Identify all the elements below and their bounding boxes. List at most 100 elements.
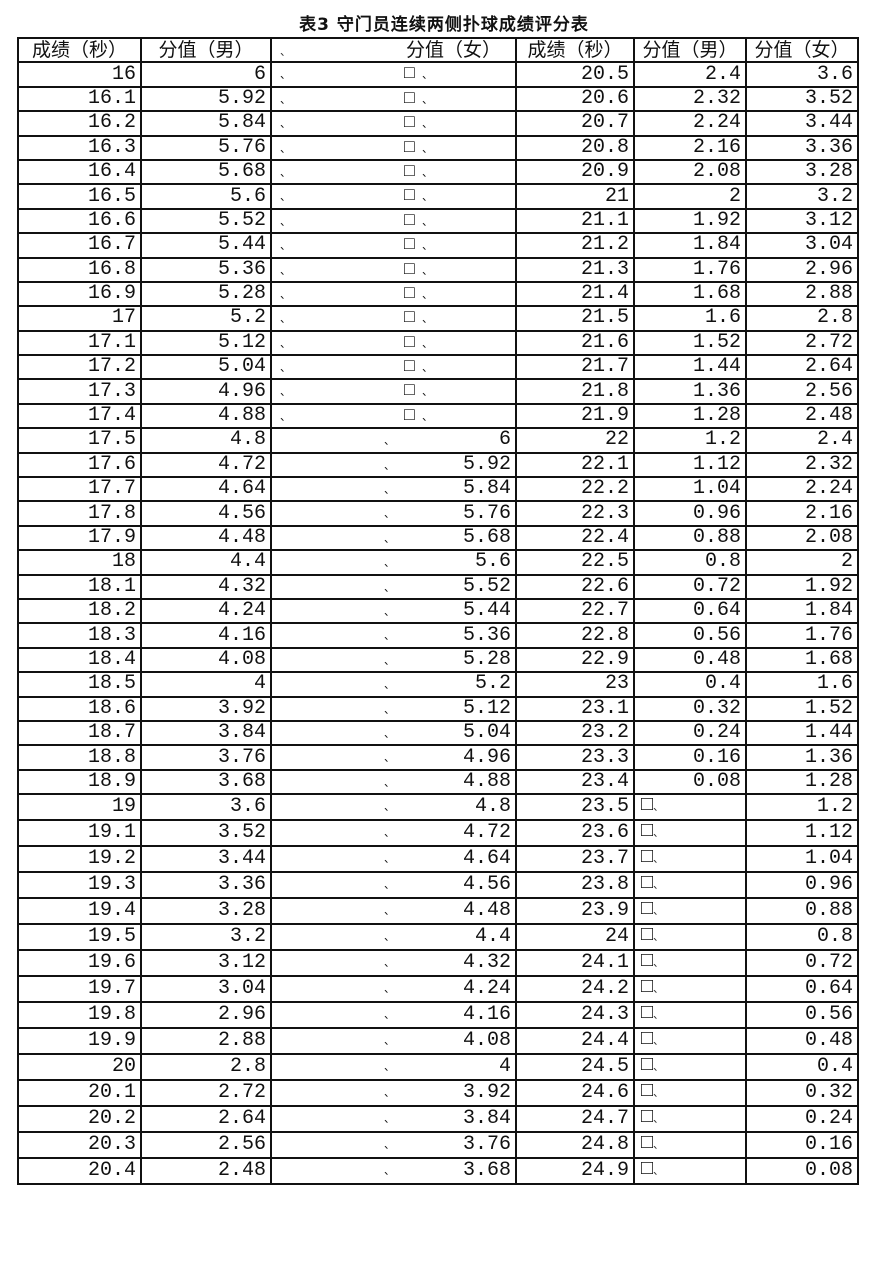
cell-time: 19.8 bbox=[17, 1001, 142, 1030]
cell-male-score: 4.96 bbox=[140, 378, 272, 405]
cell-value: 17.1 bbox=[87, 330, 136, 354]
cell-value: 20.4 bbox=[87, 1159, 136, 1183]
cell-male-score: 2.64 bbox=[140, 1105, 272, 1134]
cell-female-score: 、 5.52 bbox=[270, 573, 517, 601]
cell-time: 16.5 bbox=[17, 183, 142, 210]
cell-female-score-2: 2.72 bbox=[745, 329, 859, 357]
cell-value: 17.3 bbox=[87, 379, 136, 403]
cell-value: 5.2 bbox=[474, 672, 511, 696]
cell-value: 22.5 bbox=[580, 550, 629, 574]
cell-male-score-2: □、 bbox=[633, 1079, 747, 1108]
cell-value: 2.08 bbox=[692, 160, 741, 184]
cell-male-score-2: □、 bbox=[633, 897, 747, 926]
cell-female-score: 、 □、 bbox=[270, 280, 517, 308]
cell-time: 17.7 bbox=[17, 476, 142, 503]
cell-time-2: 23.8 bbox=[515, 871, 635, 900]
cell-value: 2.16 bbox=[692, 135, 741, 159]
cell-male-score-2: 0.16 bbox=[633, 744, 747, 771]
cell-value: 4.08 bbox=[462, 1029, 511, 1053]
cell-value: 2.8 bbox=[229, 1055, 266, 1079]
cell-male-score-2: 2.08 bbox=[633, 158, 747, 186]
table-row: 20.2 2.64、 3.84 24.7 □、 0.24 bbox=[17, 1105, 859, 1134]
cell-time-2: 23.9 bbox=[515, 897, 635, 926]
cell-value: 1.52 bbox=[804, 696, 853, 720]
cell-time-2: 23.4 bbox=[515, 768, 635, 796]
cell-value: 2.48 bbox=[804, 404, 853, 428]
cell-value: 18.1 bbox=[87, 574, 136, 598]
table-row: 18.1 4.32、 5.52 22.6 0.72 1.92 bbox=[17, 573, 859, 601]
cell-time-2: 21.9 bbox=[515, 402, 635, 430]
cell-female-score: 、 3.92 bbox=[270, 1079, 517, 1108]
cell-value: 4.88 bbox=[462, 769, 511, 793]
cell-value: 16.9 bbox=[87, 282, 136, 306]
cell-time-2: 24.1 bbox=[515, 949, 635, 978]
blank-mark: □ bbox=[641, 1132, 654, 1156]
cell-male-score: 2.8 bbox=[140, 1053, 272, 1082]
cell-value: 0.96 bbox=[804, 873, 853, 897]
cell-value: 4.56 bbox=[462, 873, 511, 897]
cell-value: 24.6 bbox=[580, 1081, 629, 1105]
table-header-row: 成绩（秒） 分值（男） 、分值（女） 成绩（秒） 分值（男） 分值（女） bbox=[17, 36, 859, 64]
cell-time-2: 22.3 bbox=[515, 500, 635, 527]
table-row: 18.6 3.92、 5.12 23.1 0.32 1.52 bbox=[17, 695, 859, 722]
cell-time-2: 22.9 bbox=[515, 646, 635, 674]
cell-male-score: 3.36 bbox=[140, 871, 272, 900]
cell-time-2: 21.3 bbox=[515, 256, 635, 283]
blank-mark: □ bbox=[641, 924, 654, 948]
cell-value: 22.6 bbox=[580, 574, 629, 598]
cell-female-score: 、 4.48 bbox=[270, 897, 517, 926]
cell-female-score-2: 2.64 bbox=[745, 354, 859, 381]
cell-male-score: 3.84 bbox=[140, 719, 272, 747]
cell-value: 6 bbox=[498, 428, 511, 452]
cell-female-score-2: 0.08 bbox=[745, 1157, 859, 1186]
blank-mark: □ bbox=[641, 976, 654, 1000]
cell-value: 21.7 bbox=[580, 355, 629, 379]
blank-mark: □ bbox=[404, 88, 415, 109]
cell-male-score: 4.08 bbox=[140, 646, 272, 674]
cell-male-score-2: □、 bbox=[633, 819, 747, 848]
cell-male-score-2: 1.28 bbox=[633, 402, 747, 430]
cell-female-score-2: 1.36 bbox=[745, 744, 859, 771]
cell-female-score: 、 5.68 bbox=[270, 524, 517, 552]
cell-value: 20.8 bbox=[580, 135, 629, 159]
cell-male-score-2: 1.92 bbox=[633, 207, 747, 235]
blank-mark: □ bbox=[641, 1080, 654, 1104]
header-male-score-2: 分值（男） bbox=[633, 36, 747, 64]
cell-time-2: 24.4 bbox=[515, 1027, 635, 1056]
table-title: 表3 守门员连续两侧扑球成绩评分表 bbox=[299, 15, 589, 35]
cell-male-score: 5.44 bbox=[140, 232, 272, 259]
cell-time: 17.8 bbox=[17, 500, 142, 527]
cell-value: 21.6 bbox=[580, 330, 629, 354]
cell-value: 1.84 bbox=[804, 599, 853, 623]
cell-value: 18.4 bbox=[87, 647, 136, 671]
cell-value: 4.72 bbox=[462, 821, 511, 845]
table-row: 16.9 5.28、 □、 21.4 1.68 2.88 bbox=[17, 280, 859, 308]
cell-value: 1.2 bbox=[704, 428, 741, 452]
cell-value: 23.9 bbox=[580, 899, 629, 923]
cell-male-score-2: □、 bbox=[633, 845, 747, 874]
cell-value: 6 bbox=[253, 62, 266, 86]
cell-male-score: 3.2 bbox=[140, 923, 272, 952]
cell-value: 16.1 bbox=[87, 86, 136, 110]
cell-male-score-2: □、 bbox=[633, 975, 747, 1004]
cell-female-score: 、 5.04 bbox=[270, 719, 517, 747]
cell-value: 16.5 bbox=[87, 184, 136, 208]
cell-value: 4.48 bbox=[217, 526, 266, 549]
cell-female-score-2: 2.88 bbox=[745, 280, 859, 308]
blank-mark: □ bbox=[641, 1054, 654, 1078]
cell-value: 1.2 bbox=[816, 795, 853, 819]
cell-value: 0.08 bbox=[804, 1159, 853, 1183]
cell-value: 23.3 bbox=[580, 745, 629, 769]
cell-male-score: 3.12 bbox=[140, 949, 272, 978]
cell-value: 4.88 bbox=[217, 404, 266, 428]
cell-value: 18.6 bbox=[87, 696, 136, 720]
cell-time: 19.3 bbox=[17, 871, 142, 900]
table-row: 20.4 2.48、 3.68 24.9 □、 0.08 bbox=[17, 1157, 859, 1186]
cell-value: 0.64 bbox=[692, 599, 741, 623]
header-female-score-label: 分值（女） bbox=[405, 39, 501, 62]
cell-time: 19 bbox=[17, 793, 142, 822]
cell-value: 5.84 bbox=[217, 111, 266, 135]
cell-time: 16.3 bbox=[17, 134, 142, 161]
cell-value: 23 bbox=[604, 672, 629, 696]
cell-male-score-2: 0.32 bbox=[633, 695, 747, 722]
